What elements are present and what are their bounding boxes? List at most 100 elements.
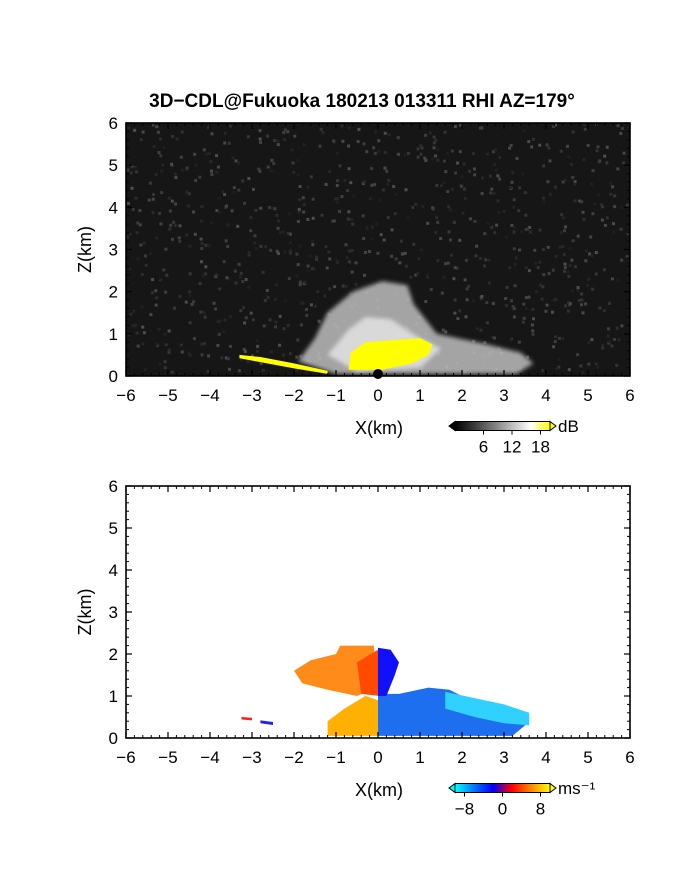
- reflectivity-noise-speck: [244, 316, 248, 320]
- reflectivity-noise-speck: [560, 213, 564, 217]
- doppler-velocity-region-receding-upper: [294, 645, 378, 696]
- reflectivity-noise-speck: [174, 176, 178, 180]
- reflectivity-noise-speck: [570, 258, 574, 262]
- reflectivity-noise-speck: [468, 169, 472, 173]
- reflectivity-noise-speck: [296, 338, 300, 342]
- reflectivity-noise-speck: [300, 323, 304, 327]
- reflectivity-noise-speck: [453, 124, 457, 128]
- reflectivity-noise-speck: [306, 264, 310, 268]
- reflectivity-noise-speck: [302, 210, 306, 214]
- doppler-velocity-region-low-streak-blue: [260, 720, 273, 725]
- reflectivity-noise-speck: [591, 169, 595, 173]
- reflectivity-noise-speck: [247, 176, 251, 180]
- reflectivity-noise-speck: [306, 269, 310, 273]
- reflectivity-noise-speck: [557, 336, 561, 340]
- reflectivity-noise-speck: [233, 269, 237, 273]
- reflectivity-noise-speck: [563, 225, 567, 229]
- reflectivity-noise-speck: [173, 224, 177, 228]
- reflectivity-noise-speck: [601, 205, 605, 209]
- reflectivity-noise-speck: [164, 343, 168, 347]
- reflectivity-noise-speck: [568, 247, 572, 251]
- reflectivity-noise-speck: [562, 253, 566, 257]
- reflectivity-noise-speck: [170, 237, 174, 241]
- reflectivity-noise-speck: [475, 244, 479, 248]
- reflectivity-noise-speck: [492, 191, 496, 195]
- reflectivity-noise-speck: [591, 212, 595, 216]
- reflectivity-noise-speck: [309, 175, 313, 179]
- reflectivity-noise-speck: [336, 260, 340, 264]
- reflectivity-noise-speck: [160, 191, 164, 195]
- reflectivity-noise-speck: [571, 130, 575, 134]
- reflectivity-noise-speck: [493, 231, 497, 235]
- reflectivity-noise-speck: [274, 283, 278, 287]
- reflectivity-noise-speck: [199, 237, 203, 241]
- reflectivity-noise-speck: [541, 248, 545, 252]
- reflectivity-noise-speck: [147, 198, 151, 202]
- reflectivity-noise-speck: [505, 304, 509, 308]
- reflectivity-noise-speck: [573, 180, 577, 184]
- reflectivity-noise-speck: [531, 332, 535, 336]
- doppler-velocity-regions: [241, 645, 530, 736]
- reflectivity-noise-speck: [517, 248, 521, 252]
- reflectivity-noise-speck: [538, 228, 542, 232]
- reflectivity-noise-speck: [178, 224, 182, 228]
- reflectivity-noise-speck: [403, 251, 407, 255]
- reflectivity-noise-speck: [267, 205, 271, 209]
- reflectivity-noise-speck: [277, 219, 281, 223]
- reflectivity-noise-speck: [448, 238, 452, 242]
- reflectivity-noise-speck: [347, 144, 351, 148]
- reflectivity-noise-speck: [570, 163, 574, 167]
- reflectivity-noise-speck: [581, 210, 585, 214]
- reflectivity-noise-speck: [349, 181, 353, 185]
- reflectivity-noise-speck: [259, 140, 263, 144]
- reflectivity-noise-speck: [363, 273, 367, 277]
- reflectivity-noise-speck: [226, 357, 230, 361]
- reflectivity-noise-speck: [512, 225, 516, 229]
- reflectivity-noise-speck: [255, 349, 259, 353]
- reflectivity-noise-speck: [302, 203, 306, 207]
- reflectivity-noise-speck: [489, 174, 493, 178]
- reflectivity-noise-speck: [619, 227, 623, 231]
- reflectivity-noise-speck: [582, 217, 586, 221]
- reflectivity-noise-speck: [287, 277, 291, 281]
- reflectivity-noise-speck: [132, 309, 136, 313]
- reflectivity-noise-speck: [269, 248, 273, 252]
- reflectivity-noise-speck: [579, 364, 583, 368]
- reflectivity-noise-speck: [545, 303, 549, 307]
- reflectivity-noise-speck: [126, 168, 130, 172]
- reflectivity-noise-speck: [450, 149, 454, 153]
- reflectivity-noise-speck: [344, 243, 348, 247]
- reflectivity-noise-speck: [456, 316, 460, 320]
- reflectivity-noise-speck: [462, 162, 466, 166]
- reflectivity-noise-speck: [226, 223, 230, 227]
- reflectivity-noise-speck: [453, 311, 457, 315]
- reflectivity-noise-speck: [428, 131, 432, 135]
- reflectivity-noise-speck: [244, 278, 248, 282]
- reflectivity-noise-speck: [442, 181, 446, 185]
- reflectivity-noise-speck: [517, 209, 521, 213]
- doppler-velocity-colorbar-right-arrow: [549, 782, 557, 794]
- reflectivity-noise-speck: [362, 236, 366, 240]
- reflectivity-noise-speck: [435, 216, 439, 220]
- reflectivity-noise-speck: [168, 227, 172, 231]
- reflectivity-noise-speck: [504, 297, 508, 301]
- reflectivity-noise-speck: [347, 210, 351, 214]
- reflectivity-noise-speck: [594, 362, 598, 366]
- reflectivity-noise-speck: [619, 132, 623, 136]
- reflectivity-colorbar-tick-label: 18: [531, 438, 550, 457]
- reflectivity-noise-speck: [266, 134, 270, 138]
- reflectivity-noise-speck: [144, 263, 148, 267]
- reflectivity-noise-speck: [163, 360, 167, 364]
- reflectivity-noise-speck: [259, 362, 263, 366]
- reflectivity-noise-speck: [435, 183, 439, 187]
- doppler-velocity-xtick-label: 2: [457, 748, 466, 767]
- reflectivity-noise-speck: [385, 169, 389, 173]
- reflectivity-noise-speck: [201, 274, 205, 278]
- reflectivity-noise-speck: [296, 263, 300, 267]
- doppler-velocity-colorbar-left-arrow: [448, 782, 456, 794]
- reflectivity-noise-speck: [188, 293, 192, 297]
- reflectivity-noise-speck: [239, 271, 243, 275]
- reflectivity-colorbar-bar: [454, 421, 551, 431]
- reflectivity-noise-speck: [620, 258, 624, 262]
